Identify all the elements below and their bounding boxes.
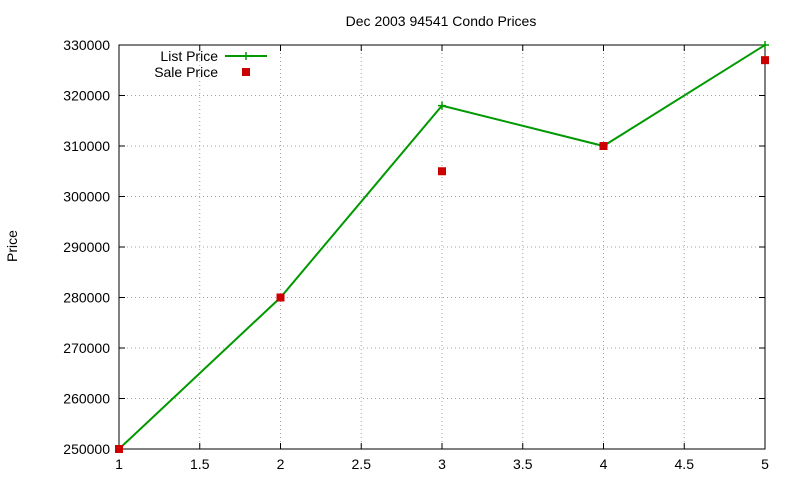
axis-ticks: 1 1.5 2 2.5 3 3.5 4 4.5 5 250000 260000 270000 28000… (63, 37, 769, 472)
series (115, 41, 769, 453)
y-tick-label: 260000 (63, 391, 110, 407)
sale-price-point (115, 445, 123, 453)
y-tick-label: 250000 (63, 441, 110, 457)
x-tick-label: 3.5 (513, 456, 533, 472)
sale-price-point (276, 293, 285, 302)
legend-marker-list-price (242, 52, 250, 60)
sale-price-point (599, 142, 608, 150)
x-tick-label: 4.5 (675, 456, 695, 472)
y-tick-label: 270000 (63, 340, 110, 356)
y-tick-label: 330000 (63, 37, 110, 53)
sale-price-point (761, 56, 769, 65)
legend-label-sale-price: Sale Price (154, 64, 218, 80)
sale-price-point (438, 167, 446, 176)
legend-label-list-price: List Price (160, 48, 218, 64)
legend-marker-sale-price (242, 68, 250, 76)
list-price-point (438, 101, 446, 110)
x-tick-label: 2.5 (352, 456, 372, 472)
y-tick-label: 290000 (63, 239, 110, 255)
grid (119, 45, 765, 449)
x-tick-label: 3 (438, 456, 446, 472)
x-tick-label: 2 (277, 456, 285, 472)
x-tick-label: 5 (761, 456, 769, 472)
x-tick-label: 4 (600, 456, 608, 472)
y-tick-label: 320000 (63, 88, 110, 104)
y-tick-label: 300000 (63, 189, 110, 205)
chart-title: Dec 2003 94541 Condo Prices (346, 13, 537, 29)
y-tick-label: 280000 (63, 290, 110, 306)
list-price-point (761, 41, 769, 49)
y-axis-label: Price (4, 230, 20, 262)
x-tick-label: 1 (115, 456, 123, 472)
y-tick-label: 310000 (63, 138, 110, 154)
x-tick-label: 1.5 (190, 456, 210, 472)
